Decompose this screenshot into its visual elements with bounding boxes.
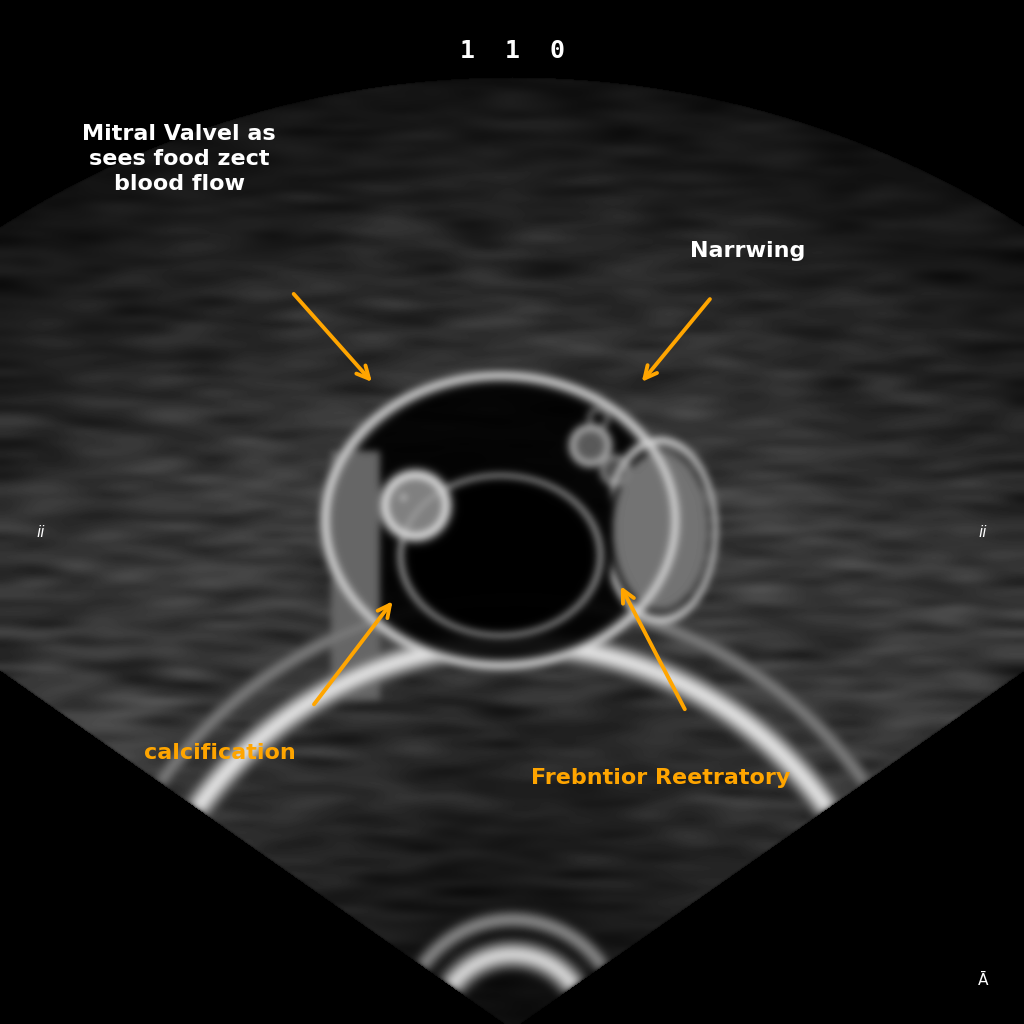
Text: Narrwing: Narrwing bbox=[690, 241, 805, 261]
Text: calcification: calcification bbox=[144, 742, 296, 763]
Text: Frebntior Reetratory: Frebntior Reetratory bbox=[530, 768, 791, 788]
Text: 1  1  0: 1 1 0 bbox=[460, 39, 564, 63]
Text: Mitral Valvel as
sees food zect
blood flow: Mitral Valvel as sees food zect blood fl… bbox=[82, 124, 276, 194]
Text: Ā: Ā bbox=[978, 973, 988, 988]
Text: ii: ii bbox=[979, 525, 987, 540]
Text: ii: ii bbox=[37, 525, 45, 540]
